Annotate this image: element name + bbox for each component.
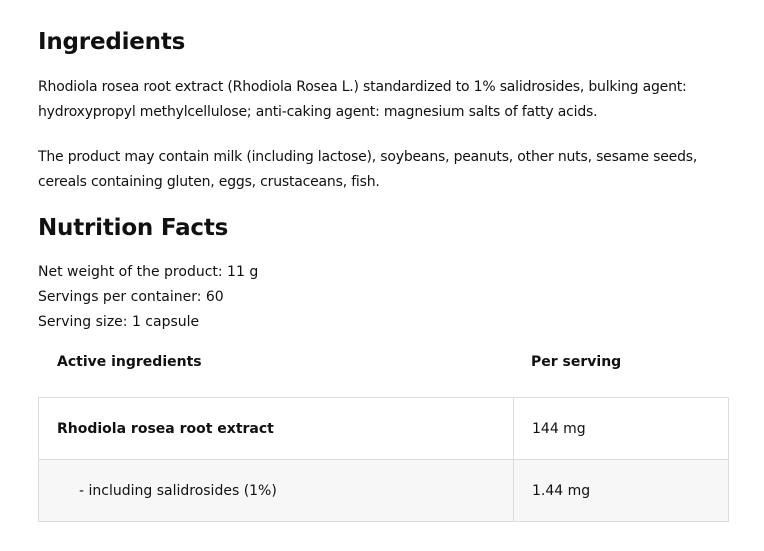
nutrition-heading: Nutrition Facts [38,215,229,241]
header-active-ingredients: Active ingredients [57,354,202,370]
ingredient-name: Rhodiola rosea root extract [38,397,514,460]
ingredients-text: Rhodiola rosea root extract (Rhodiola Ro… [38,79,687,120]
ingredients-heading: Ingredients [38,29,186,55]
allergen-text: The product may contain milk (including … [38,149,698,190]
nutrition-table: Rhodiola rosea root extract 144 mg - inc… [38,397,729,522]
ingredient-value: 144 mg [513,397,729,460]
serving-size: Serving size: 1 capsule [38,314,200,330]
ingredient-name: - including salidrosides (1%) [38,459,514,522]
table-row: Rhodiola rosea root extract 144 mg [38,397,729,460]
table-row: - including salidrosides (1%) 1.44 mg [38,459,729,522]
net-weight: Net weight of the product: 11 g [38,264,259,280]
servings-per-container: Servings per container: 60 [38,289,224,305]
header-per-serving: Per serving [531,354,622,370]
ingredient-value: 1.44 mg [513,459,729,522]
